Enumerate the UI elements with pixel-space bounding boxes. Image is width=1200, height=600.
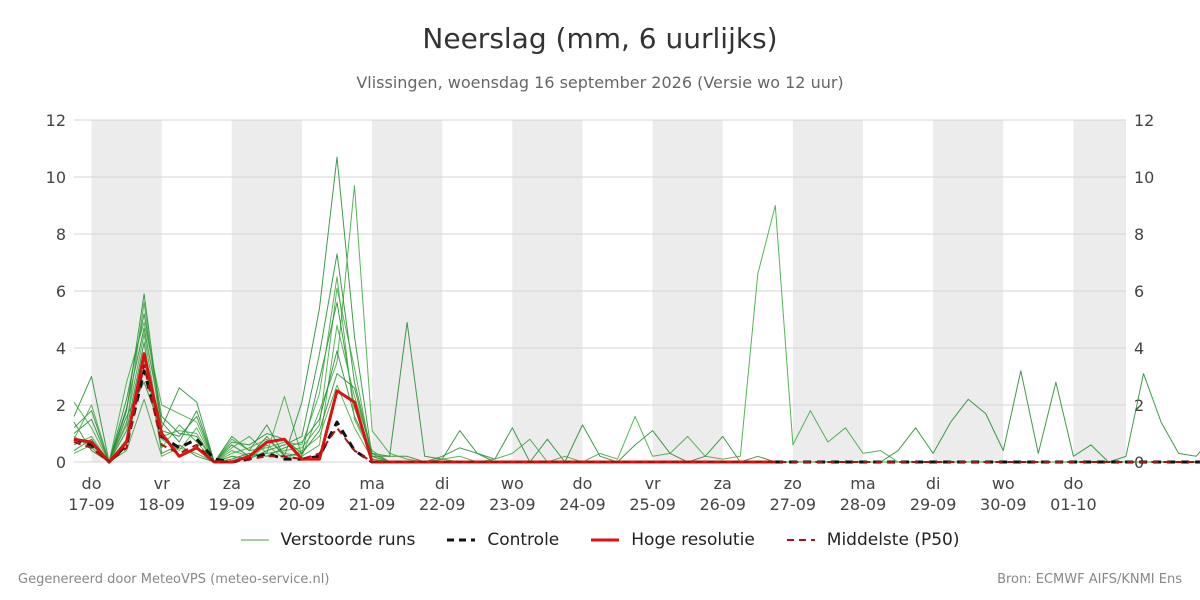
y-tick-label: 0 — [56, 453, 66, 472]
legend: Verstoorde runs Controle Hoge resolutie … — [0, 530, 1200, 550]
x-tick-day: do — [82, 474, 102, 493]
x-tick-day: do — [572, 474, 592, 493]
x-tick-day: wo — [501, 474, 524, 493]
y-tick-label: 6 — [1134, 282, 1144, 301]
legend-swatch-high-res — [591, 538, 620, 542]
legend-item-median[interactable]: Middelste (P50) — [786, 530, 960, 550]
x-tick-date: 21-09 — [349, 495, 396, 514]
x-tick-day: zo — [784, 474, 802, 493]
footer-source: Bron: ECMWF AIFS/KNMI Ens — [997, 572, 1182, 587]
x-tick-date: 26-09 — [699, 495, 746, 514]
x-tick-day: di — [926, 474, 941, 493]
legend-swatch-ensemble — [240, 539, 269, 541]
x-tick-day: za — [714, 474, 732, 493]
y-tick-label: 4 — [1134, 339, 1144, 358]
legend-label-ensemble: Verstoorde runs — [280, 530, 416, 550]
x-tick-day: za — [223, 474, 241, 493]
y-tick-label: 2 — [1134, 396, 1144, 415]
x-tick-date: 28-09 — [840, 495, 887, 514]
legend-label-high-res: Hoge resolutie — [631, 530, 755, 550]
legend-swatch-median — [786, 539, 815, 541]
x-tick-day: wo — [992, 474, 1015, 493]
x-tick-date: 24-09 — [559, 495, 606, 514]
footer-credit: Gegenereerd door MeteoVPS (meteo-service… — [18, 572, 330, 587]
y-tick-label: 8 — [1134, 225, 1144, 244]
y-tick-label: 10 — [46, 168, 66, 187]
x-tick-day: vr — [645, 474, 661, 493]
y-tick-label: 2 — [56, 396, 66, 415]
x-tick-date: 25-09 — [629, 495, 676, 514]
x-tick-day: di — [435, 474, 450, 493]
y-tick-label: 12 — [1134, 111, 1154, 130]
chart-title: Neerslag (mm, 6 uurlijks) — [422, 22, 778, 55]
chart-subtitle: Vlissingen, woensdag 16 september 2026 (… — [356, 73, 844, 92]
x-tick-date: 29-09 — [910, 495, 957, 514]
legend-label-median: Middelste (P50) — [826, 530, 960, 550]
y-tick-label: 8 — [56, 225, 66, 244]
x-tick-day: vr — [154, 474, 170, 493]
median-line — [73, 364, 1200, 463]
x-tick-date: 23-09 — [489, 495, 536, 514]
legend-swatch-control — [447, 538, 476, 542]
x-axis: do 17-09 vr 18-09 za 19-09 zo 20-09 ma 21-09 di 22-… — [68, 474, 1096, 514]
main-lines — [73, 352, 1200, 464]
y-tick-label: 4 — [56, 339, 66, 358]
x-tick-date: 20-09 — [279, 495, 326, 514]
legend-item-ensemble[interactable]: Verstoorde runs — [240, 530, 416, 550]
x-tick-day: zo — [293, 474, 311, 493]
precipitation-chart: 0 2 4 6 8 10 12 0 2 4 6 8 10 12 do 17-09 vr 18-09 za 19-0… — [46, 111, 1200, 514]
x-tick-day: ma — [850, 474, 875, 493]
y-axis-left: 0 2 4 6 8 10 12 — [46, 111, 66, 472]
x-tick-date: 22-09 — [419, 495, 466, 514]
y-tick-label: 6 — [56, 282, 66, 301]
x-tick-date: 18-09 — [138, 495, 185, 514]
y-tick-label: 10 — [1134, 168, 1154, 187]
x-tick-date: 30-09 — [980, 495, 1027, 514]
legend-label-control: Controle — [487, 530, 560, 550]
x-tick-day: do — [1063, 474, 1083, 493]
x-tick-date: 19-09 — [209, 495, 256, 514]
x-tick-date: 27-09 — [770, 495, 817, 514]
x-tick-day: ma — [359, 474, 384, 493]
y-tick-label: 12 — [46, 111, 66, 130]
legend-item-high-res[interactable]: Hoge resolutie — [591, 530, 755, 550]
legend-item-control[interactable]: Controle — [447, 530, 559, 550]
x-tick-date: 01-10 — [1050, 495, 1097, 514]
x-tick-date: 17-09 — [68, 495, 115, 514]
